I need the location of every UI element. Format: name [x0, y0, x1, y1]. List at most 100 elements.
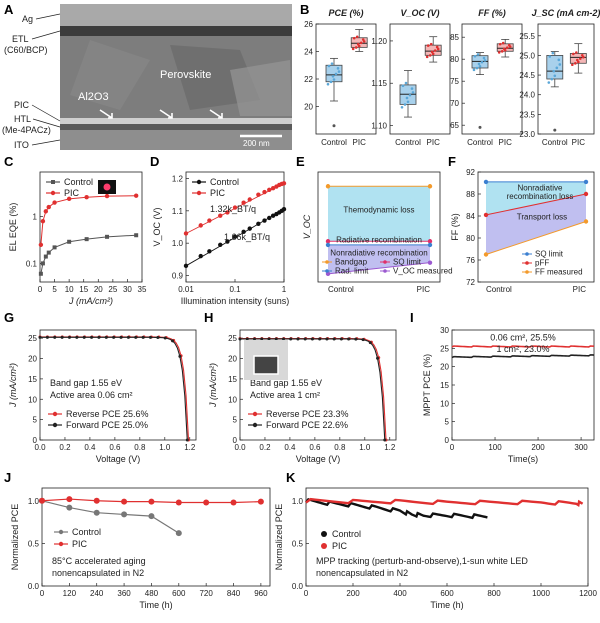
annotation: Band gap 1.55 eV: [50, 378, 122, 388]
legend-label: PIC: [210, 188, 226, 198]
box-sample-point: [497, 51, 501, 54]
sem-htl-layer: [60, 124, 292, 130]
data-point: [198, 223, 203, 228]
x-tick-label: 0.4: [284, 443, 296, 452]
arrow-icon: [159, 109, 173, 119]
box-sample-point: [431, 52, 435, 56]
y-axis-label: V_OC: [302, 214, 312, 239]
sem-etl-layer: [60, 26, 292, 36]
x-axis-label: Time (h): [139, 600, 172, 610]
slope-annotation: 1.32k_BT/q: [210, 204, 256, 214]
data-point: [483, 212, 489, 218]
x-tick-label: 1.0: [159, 443, 171, 452]
box-plot-b2: 1.10 1.15 1.20 V_OC (V) Control PIC: [371, 8, 451, 147]
x-tick-label: 1200: [579, 589, 597, 598]
x-tick-label: 0.2: [59, 443, 71, 452]
data-point: [483, 252, 489, 257]
jv-point: [347, 337, 351, 341]
arrow-icon: [209, 109, 223, 119]
x-tick-label: 15: [79, 285, 88, 294]
x-tick-label: 800: [487, 589, 501, 598]
x-axis-label: Time(s): [508, 454, 538, 464]
box-sample-point: [362, 40, 366, 43]
x-tick-label: 600: [172, 589, 186, 598]
jv-point: [82, 335, 86, 339]
y-tick-label: 0.1: [26, 259, 38, 268]
data-point: [93, 497, 100, 504]
plot-frame: [41, 487, 271, 587]
jv-point: [141, 335, 145, 339]
data-point: [427, 260, 433, 265]
x-tick-label: 0: [450, 443, 455, 452]
data-point: [46, 250, 51, 255]
jv-point: [75, 335, 79, 339]
box-sample-point: [411, 91, 415, 94]
data-point: [252, 422, 258, 428]
jv-point: [325, 337, 329, 341]
sem-grain: [70, 40, 150, 110]
x-tick-label: 0.0: [34, 443, 46, 452]
jv-point: [148, 335, 152, 339]
y-tick-label: 24.5: [519, 71, 535, 80]
y-tick-label: 30: [440, 326, 449, 335]
y-tick-label: 22: [304, 75, 313, 84]
y-tick-label: 0: [33, 436, 38, 445]
mpp-trace: [305, 497, 584, 507]
jv-point: [332, 337, 336, 341]
plot-frame: [477, 171, 595, 283]
device-photo-cell: [253, 355, 279, 375]
data-point: [196, 190, 202, 196]
x-axis-label: Time (h): [430, 600, 463, 610]
region-label: Nonradiative: [518, 184, 563, 193]
panel-letter-c: C: [4, 154, 14, 169]
jv-point: [252, 337, 256, 341]
data-point: [427, 184, 433, 189]
data-point: [232, 234, 238, 239]
legend-label: SQ limit: [393, 258, 422, 267]
y-tick-label: 0.0: [292, 582, 304, 591]
x-tick-label: 240: [90, 589, 104, 598]
data-point: [66, 504, 73, 511]
jv-point: [53, 335, 57, 339]
y-tick-label: 1: [33, 213, 38, 222]
region-nonradiative-loss: [486, 181, 586, 215]
jv-point: [156, 335, 160, 339]
panel-letter-j: J: [4, 470, 11, 485]
x-tick-label: 300: [574, 443, 588, 452]
data-point: [427, 239, 433, 244]
legend-label: PIC: [64, 188, 80, 198]
data-point: [325, 242, 331, 248]
jv-point: [126, 335, 130, 339]
box-category-label: PIC: [499, 138, 513, 147]
y-tick-label: 0: [233, 436, 238, 445]
data-point: [207, 249, 212, 254]
x-tick-label: 0.0: [234, 443, 246, 452]
jv-point: [274, 337, 278, 341]
data-point: [325, 184, 331, 189]
box-outlier: [553, 128, 557, 132]
data-point: [121, 498, 128, 505]
data-point: [427, 242, 433, 248]
x-tick-label: 200: [531, 443, 545, 452]
data-point: [175, 499, 182, 506]
y-tick-label: 25.5: [519, 32, 535, 41]
data-point: [58, 529, 64, 535]
series-line: [485, 193, 587, 216]
y-tick-label: 25: [440, 344, 449, 353]
box-sample-point: [430, 50, 434, 54]
annotation: Active area 0.06 cm²: [50, 390, 133, 400]
layer-label-etl-material: (C60/BCP): [4, 45, 48, 55]
jv-point: [134, 335, 138, 339]
sem-label-perovskite: Perovskite: [160, 69, 211, 81]
y-tick-label: 15: [228, 375, 237, 384]
annotation: 85°C accelerated aging: [52, 556, 146, 566]
jv-point: [318, 337, 322, 341]
jv-point: [119, 335, 123, 339]
data-point: [256, 192, 261, 197]
y-tick-label: 0.0: [28, 582, 40, 591]
box-plot-title: FF (%): [478, 8, 506, 18]
data-point: [40, 261, 45, 266]
panel-letter-k: K: [286, 470, 296, 485]
